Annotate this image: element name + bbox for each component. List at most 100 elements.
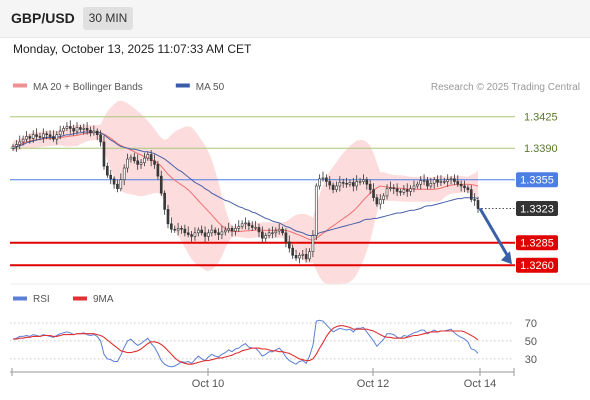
candle-body xyxy=(75,127,79,132)
candle-body xyxy=(382,195,385,200)
legend-label: MA 50 xyxy=(196,82,225,93)
candle xyxy=(459,180,463,192)
candle xyxy=(294,249,298,261)
candle xyxy=(244,217,247,230)
candle-body xyxy=(345,183,348,185)
symbol-label: GBP/USD xyxy=(11,10,75,26)
candle-body xyxy=(203,232,207,237)
candle xyxy=(331,182,335,194)
candle xyxy=(402,185,406,195)
candle xyxy=(372,183,375,202)
candle-body xyxy=(358,181,362,183)
candle xyxy=(143,152,146,167)
candle xyxy=(341,178,345,188)
candle-body xyxy=(153,160,156,165)
forecast-arrow-head xyxy=(501,251,512,265)
candle-body xyxy=(466,187,470,190)
candle-body xyxy=(28,136,32,139)
candle-body xyxy=(18,141,22,145)
candle-body xyxy=(176,228,180,231)
candle-body xyxy=(119,179,123,189)
candle-body xyxy=(473,199,476,201)
candle xyxy=(173,225,177,233)
candle-body xyxy=(207,232,210,237)
candle-body xyxy=(42,133,45,138)
candle xyxy=(254,221,257,231)
candle xyxy=(176,222,180,236)
candle xyxy=(186,226,190,238)
candle xyxy=(126,153,129,173)
level-label-box xyxy=(516,201,558,216)
candle-body xyxy=(436,179,439,183)
candle xyxy=(473,193,476,206)
candle xyxy=(382,193,385,204)
candle-body xyxy=(45,133,49,136)
candle xyxy=(25,131,28,142)
candle xyxy=(318,174,321,190)
candle-body xyxy=(402,189,406,193)
candle xyxy=(301,249,305,260)
candle-body xyxy=(419,180,423,185)
candle-body xyxy=(459,183,463,187)
candle xyxy=(338,176,342,192)
candle xyxy=(82,123,86,135)
candle xyxy=(156,160,160,180)
level-label-box xyxy=(516,172,558,188)
candle xyxy=(358,177,362,186)
candle xyxy=(95,128,99,141)
candle-body xyxy=(308,251,311,260)
candle-body xyxy=(116,183,119,189)
candle xyxy=(149,150,153,167)
candle xyxy=(392,184,396,195)
candle xyxy=(166,204,170,229)
candle xyxy=(432,177,436,189)
candle xyxy=(476,196,480,213)
candle-body xyxy=(183,228,187,234)
candle xyxy=(35,128,38,141)
candle-body xyxy=(38,136,42,138)
rsi-tick-label: 30 xyxy=(525,354,537,366)
candle-body xyxy=(368,183,372,190)
candle xyxy=(284,228,288,248)
candle xyxy=(335,181,338,193)
candle xyxy=(21,135,25,146)
candle-body xyxy=(35,134,38,137)
candle-body xyxy=(163,192,166,210)
candle xyxy=(139,159,143,169)
candle xyxy=(48,130,52,141)
candle xyxy=(52,130,55,142)
candle-body xyxy=(68,126,72,129)
candle-body xyxy=(449,178,453,181)
candle xyxy=(355,175,359,191)
candle-body xyxy=(72,128,75,132)
candle-body xyxy=(132,156,136,162)
candle-body xyxy=(89,129,92,134)
candle-body xyxy=(31,134,35,139)
timeframe-button[interactable]: 30 MIN xyxy=(83,7,133,30)
candle xyxy=(308,248,311,262)
candle-body xyxy=(287,241,291,249)
candle-body xyxy=(456,181,460,185)
candle xyxy=(469,185,473,203)
candle-body xyxy=(439,181,443,183)
candle-body xyxy=(277,228,281,232)
legend-swatch xyxy=(13,296,27,301)
candle xyxy=(257,223,261,238)
candle-body xyxy=(92,130,96,134)
candle xyxy=(68,120,72,134)
candle xyxy=(250,221,254,231)
candle xyxy=(122,164,126,186)
candle-body xyxy=(261,231,264,239)
candle xyxy=(109,169,113,185)
candle xyxy=(65,122,69,132)
candle-body xyxy=(21,138,25,143)
candle-body xyxy=(378,199,382,205)
candle xyxy=(345,177,348,188)
candle-body xyxy=(372,189,375,199)
candle-body xyxy=(281,228,284,234)
candle xyxy=(456,175,460,187)
candle xyxy=(375,194,379,207)
candle xyxy=(314,183,318,240)
